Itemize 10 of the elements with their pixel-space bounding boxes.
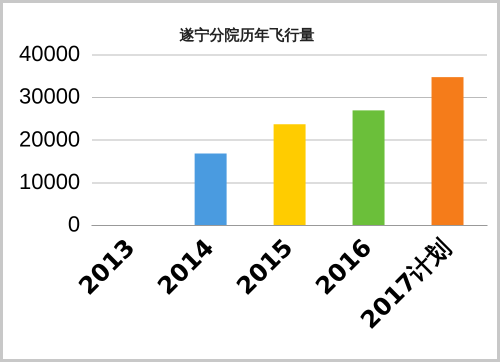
bar	[274, 124, 306, 225]
y-tick-label: 40000	[18, 41, 80, 66]
y-tick-label: 30000	[18, 84, 80, 109]
bar	[352, 110, 385, 225]
y-tick-label: 20000	[18, 126, 80, 152]
bar	[432, 77, 464, 225]
bar	[194, 153, 227, 225]
y-tick-label: 0	[68, 212, 80, 237]
y-tick-label: 10000	[18, 168, 80, 194]
chart-title: 遂宁分院历年飞行量	[178, 26, 314, 44]
